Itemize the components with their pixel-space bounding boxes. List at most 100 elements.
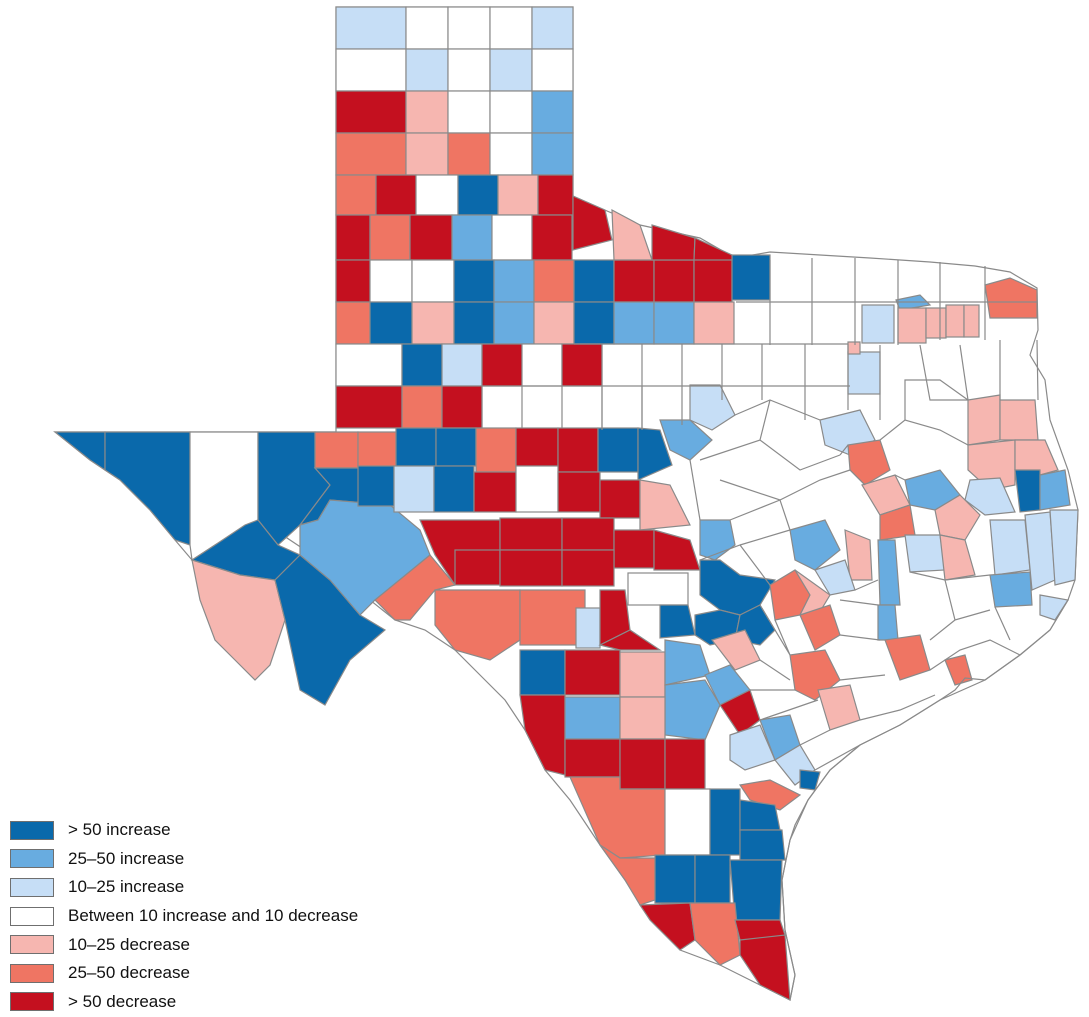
county (531, 132, 574, 176)
county (963, 304, 980, 338)
county (689, 902, 741, 966)
county (369, 214, 411, 261)
county (597, 427, 639, 473)
county (564, 738, 621, 778)
county (411, 301, 455, 345)
county (537, 174, 574, 216)
county (739, 799, 781, 831)
county (447, 132, 491, 176)
county (441, 385, 483, 429)
county (599, 479, 641, 519)
county (375, 174, 417, 216)
county (335, 6, 407, 50)
county (847, 439, 891, 486)
county (689, 384, 736, 431)
legend-item-neutral: Between 10 increase and 10 decrease (10, 902, 450, 931)
county (844, 529, 873, 581)
county (664, 788, 711, 856)
south-counties (569, 776, 791, 1002)
county (619, 651, 666, 698)
county (473, 471, 517, 513)
county (572, 195, 613, 251)
county (481, 343, 523, 387)
county (613, 259, 655, 303)
legend-swatch (10, 820, 54, 840)
county (847, 341, 861, 355)
county (738, 779, 802, 811)
county (659, 604, 696, 639)
county (613, 301, 655, 345)
county (557, 471, 601, 513)
county (531, 48, 574, 92)
county (357, 431, 397, 469)
county (877, 604, 899, 641)
county (519, 694, 566, 776)
county (637, 427, 673, 481)
east-counties (659, 277, 1079, 731)
legend-label: > 50 increase (68, 820, 171, 840)
county (533, 301, 575, 345)
county (457, 174, 499, 216)
legend-swatch (10, 849, 54, 869)
county (638, 902, 696, 951)
county (533, 259, 575, 303)
county (493, 259, 535, 303)
county (1014, 469, 1041, 513)
legend-swatch (10, 963, 54, 983)
county (573, 259, 615, 303)
legend-label: 10–25 increase (68, 877, 185, 897)
county (519, 649, 566, 696)
county (447, 90, 491, 134)
county (415, 174, 459, 216)
county (335, 132, 407, 176)
county (435, 427, 477, 467)
county (53, 431, 106, 472)
legend-label: 25–50 increase (68, 848, 185, 868)
legend-swatch (10, 992, 54, 1012)
county (335, 343, 403, 387)
county (564, 649, 621, 696)
county (561, 517, 615, 551)
county (104, 431, 191, 546)
legend-label: 10–25 decrease (68, 934, 190, 954)
county (693, 301, 735, 345)
legend: > 50 increase 25–50 increase 10–25 incre… (10, 816, 450, 1016)
legend-swatch (10, 877, 54, 897)
county (493, 301, 535, 345)
county (739, 934, 791, 1002)
county (653, 301, 695, 345)
county (453, 301, 495, 345)
county (989, 571, 1033, 608)
legend-item-decrease-gt50: > 50 decrease (10, 988, 450, 1017)
county (335, 214, 371, 261)
county (447, 6, 491, 50)
county (561, 549, 615, 587)
county (964, 477, 1016, 516)
county (877, 539, 901, 606)
county (739, 829, 786, 861)
county (489, 6, 533, 50)
county (729, 859, 783, 921)
county (401, 343, 443, 387)
county (627, 572, 689, 606)
county (405, 132, 449, 176)
legend-item-decrease-10-25: 10–25 decrease (10, 930, 450, 959)
county (393, 465, 435, 513)
legend-item-increase-10-25: 10–25 increase (10, 873, 450, 902)
county (521, 343, 563, 387)
legend-item-increase-25-50: 25–50 increase (10, 845, 450, 874)
county (335, 259, 371, 303)
county (789, 519, 841, 571)
county (999, 399, 1039, 441)
county (564, 696, 621, 740)
county (531, 214, 573, 261)
county (573, 301, 615, 345)
county (984, 277, 1038, 319)
county (531, 6, 574, 50)
county (904, 534, 946, 573)
county (561, 343, 603, 387)
county (489, 48, 533, 92)
central-counties (374, 517, 821, 811)
county (557, 427, 599, 473)
